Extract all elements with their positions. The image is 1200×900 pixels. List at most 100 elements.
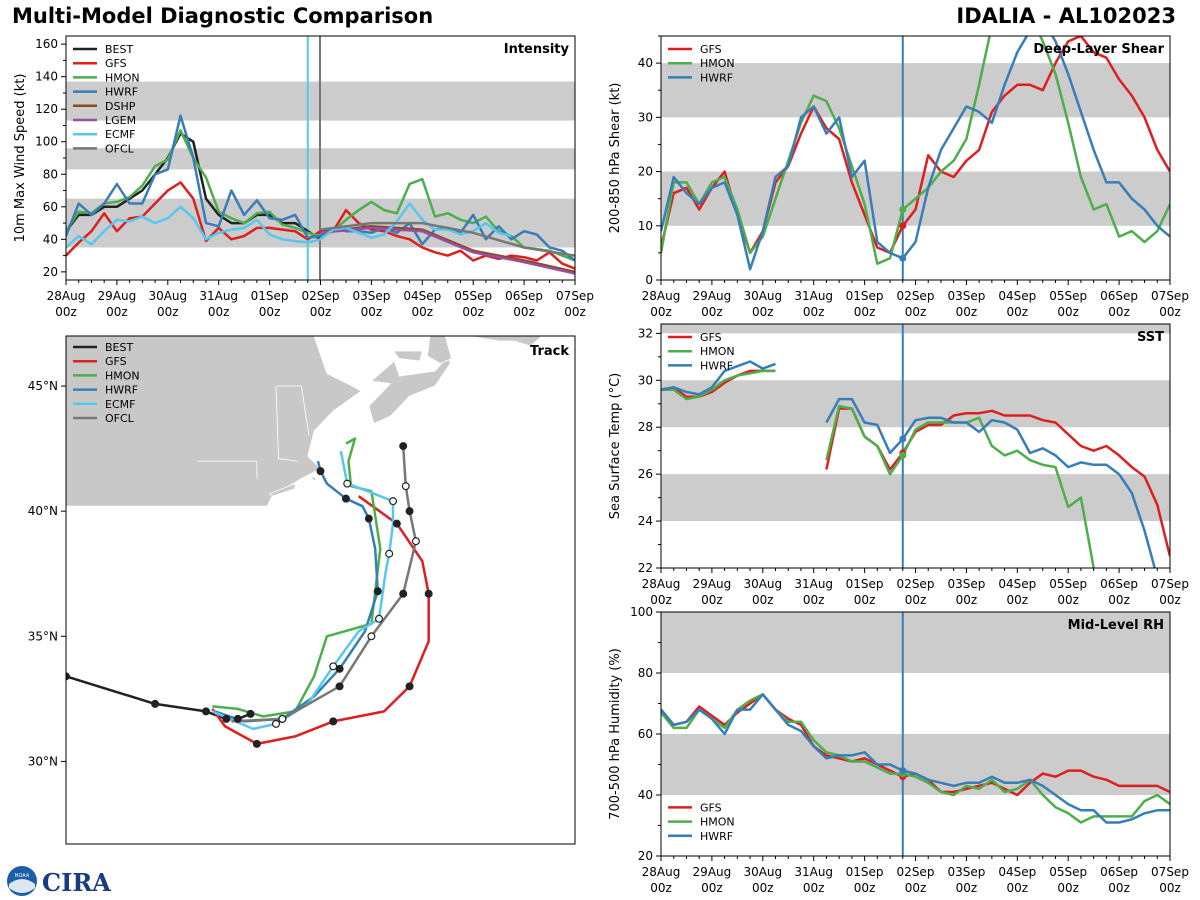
shear-xtick-label: 02Sep xyxy=(897,289,935,303)
intensity-xtick-label: 04Sep xyxy=(403,289,441,303)
track-legend-label-gfs: GFS xyxy=(105,355,127,368)
track-point-gfs xyxy=(405,682,414,691)
sst-legend-label-hwrf: HWRF xyxy=(700,359,733,372)
intensity-panel: 20 40 60 80 100 120 140 160 28Aug 00z 29Aug 00z 30Au… xyxy=(13,35,594,319)
track-best xyxy=(66,675,251,721)
rh-series-hwrf xyxy=(661,693,1170,824)
shear-xtick-label: 01Sep xyxy=(846,289,884,303)
shear-series-hmon xyxy=(661,36,1170,265)
track-gfs xyxy=(211,495,430,746)
shear-series-hwrf xyxy=(661,36,1170,271)
track-point-best xyxy=(222,714,231,723)
sst-band xyxy=(661,324,1170,334)
intensity-ytick-label: 160 xyxy=(35,37,58,51)
rh-legend-label-hmon: HMON xyxy=(700,816,735,829)
shear-xtick-label: 31Aug xyxy=(794,289,833,303)
figure-title: Multi-Model Diagnostic Comparison xyxy=(12,4,434,28)
rh-legend-label-hwrf: HWRF xyxy=(700,830,733,843)
track-title: Track xyxy=(530,344,569,359)
track-point-best xyxy=(151,699,160,708)
shear-series-group xyxy=(661,36,1170,271)
track-lat-label: 30°N xyxy=(28,754,58,768)
track-border-line xyxy=(197,460,258,479)
track-lines xyxy=(66,437,433,748)
track-point-ofcl xyxy=(401,482,410,491)
rh-xtick-label: 30Aug xyxy=(743,865,782,879)
intensity-legend-label-hmon: HMON xyxy=(105,71,140,84)
sst-xtick-label: 28Aug xyxy=(642,577,681,591)
rh-xtick-label: 06Sep xyxy=(1100,865,1138,879)
shear-current-point xyxy=(899,254,907,262)
track-point-ofcl xyxy=(278,714,287,723)
track-point-ofcl xyxy=(335,682,344,691)
track-point-hwrf xyxy=(373,587,382,596)
rh-xtick-sublabel: 00z xyxy=(905,881,927,895)
shear-ytick-label: 0 xyxy=(645,273,653,287)
intensity-ytick-label: 100 xyxy=(35,135,58,149)
shear-legend-label-hmon: HMON xyxy=(700,57,735,70)
track-point-hwrf xyxy=(341,494,350,503)
sst-ytick-label: 30 xyxy=(638,373,653,387)
track-land-shape xyxy=(309,475,318,482)
sst-frame xyxy=(660,323,1171,569)
track-point-ecmf xyxy=(343,479,352,488)
shear-legend-label-gfs: GFS xyxy=(700,43,722,56)
sst-current-point xyxy=(899,435,907,443)
sst-legend-label-hmon: HMON xyxy=(700,345,735,358)
sst-ytick-label: 24 xyxy=(638,514,653,528)
intensity-ytick-label: 60 xyxy=(43,200,58,214)
intensity-xtick-label: 29Aug xyxy=(98,289,137,303)
rh-xtick-sublabel: 00z xyxy=(1159,881,1181,895)
track-point-ofcl xyxy=(411,537,420,546)
rh-xtick-sublabel: 00z xyxy=(1108,881,1130,895)
intensity-series-group xyxy=(66,114,575,275)
track-point-hwrf xyxy=(316,467,325,476)
track-point-ofcl xyxy=(405,507,414,516)
sst-current-point xyxy=(899,451,907,459)
sst-xtick-sublabel: 00z xyxy=(854,593,876,607)
shear-ytick-label: 10 xyxy=(638,219,653,233)
sst-xtick-label: 06Sep xyxy=(1100,577,1138,591)
shear-xtick-sublabel: 00z xyxy=(803,305,825,319)
shear-xtick-label: 06Sep xyxy=(1100,289,1138,303)
rh-ytick-label: 40 xyxy=(638,788,653,802)
rh-xtick-label: 31Aug xyxy=(794,865,833,879)
shear-ytick-label: 30 xyxy=(638,110,653,124)
track-point-ofcl xyxy=(399,442,408,451)
sst-xtick-sublabel: 00z xyxy=(905,593,927,607)
intensity-legend-label-lgem: LGEM xyxy=(105,114,136,127)
intensity-xtick-label: 28Aug xyxy=(47,289,86,303)
track-frame xyxy=(65,335,576,845)
track-point-ecmf xyxy=(385,549,394,558)
shear-xtick-sublabel: 00z xyxy=(1108,305,1130,319)
sst-ytick-label: 22 xyxy=(638,561,653,575)
intensity-xtick-sublabel: 00z xyxy=(208,305,230,319)
intensity-title: Intensity xyxy=(504,42,570,57)
intensity-ytick-label: 20 xyxy=(43,265,58,279)
rh-title: Mid-Level RH xyxy=(1068,618,1164,633)
intensity-series-lgem xyxy=(320,226,575,275)
shear-xtick-sublabel: 00z xyxy=(701,305,723,319)
intensity-xtick-label: 03Sep xyxy=(352,289,390,303)
sst-xtick-sublabel: 00z xyxy=(1057,593,1079,607)
track-legend-label-hmon: HMON xyxy=(105,369,140,382)
intensity-xtick-label: 05Sep xyxy=(454,289,492,303)
rh-band xyxy=(661,734,1170,795)
sst-xtick-label: 05Sep xyxy=(1049,577,1087,591)
intensity-legend-label-ofcl: OFCL xyxy=(105,142,135,155)
rh-series-group xyxy=(661,693,1170,824)
track-lat-label: 45°N xyxy=(28,379,58,393)
shear-legend-label-hwrf: HWRF xyxy=(700,71,733,84)
sst-xtick-sublabel: 00z xyxy=(1007,593,1029,607)
intensity-xtick-sublabel: 00z xyxy=(310,305,332,319)
intensity-xtick-label: 02Sep xyxy=(302,289,340,303)
rh-xtick-sublabel: 00z xyxy=(803,881,825,895)
shear-current-point xyxy=(899,206,907,214)
cira-text: CIRA xyxy=(42,868,111,897)
rh-legend-label-gfs: GFS xyxy=(700,801,722,814)
track-point-ofcl xyxy=(367,632,376,641)
track-point-ofcl xyxy=(399,589,408,598)
track-point-ecmf xyxy=(389,497,398,506)
